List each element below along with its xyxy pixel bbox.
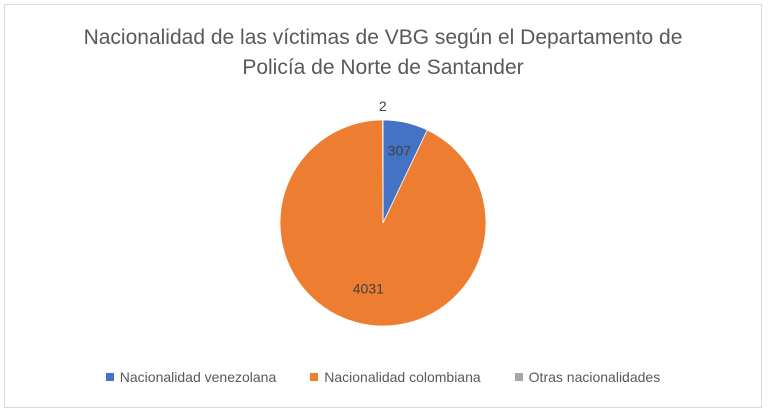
chart-title: Nacionalidad de las víctimas de VBG segú… [5, 23, 761, 83]
legend-label-otras: Otras nacionalidades [528, 369, 661, 385]
chart-frame: Nacionalidad de las víctimas de VBG segú… [4, 4, 762, 408]
legend-swatch-otras [514, 373, 523, 381]
pie-chart: 307 4031 2 [279, 98, 487, 327]
legend-swatch-venezolana [105, 373, 114, 381]
pie-slices [279, 119, 487, 327]
legend-label-colombiana: Nacionalidad colombiana [324, 369, 481, 385]
legend-item-otras: Otras nacionalidades [514, 369, 661, 385]
data-label-colombiana: 4031 [353, 280, 384, 296]
legend-label-venezolana: Nacionalidad venezolana [119, 369, 277, 385]
legend: Nacionalidad venezolana Nacionalidad col… [5, 369, 761, 385]
data-label-venezolana: 307 [388, 143, 412, 159]
legend-swatch-colombiana [310, 373, 319, 381]
data-label-otras: 2 [379, 98, 387, 114]
legend-item-colombiana: Nacionalidad colombiana [310, 369, 481, 385]
pie-data-labels: 307 4031 2 [353, 98, 411, 296]
chart-title-line-2: Policía de Norte de Santander [242, 56, 524, 79]
chart-title-line-1: Nacionalidad de las víctimas de VBG segú… [83, 26, 683, 49]
legend-item-venezolana: Nacionalidad venezolana [105, 369, 277, 385]
